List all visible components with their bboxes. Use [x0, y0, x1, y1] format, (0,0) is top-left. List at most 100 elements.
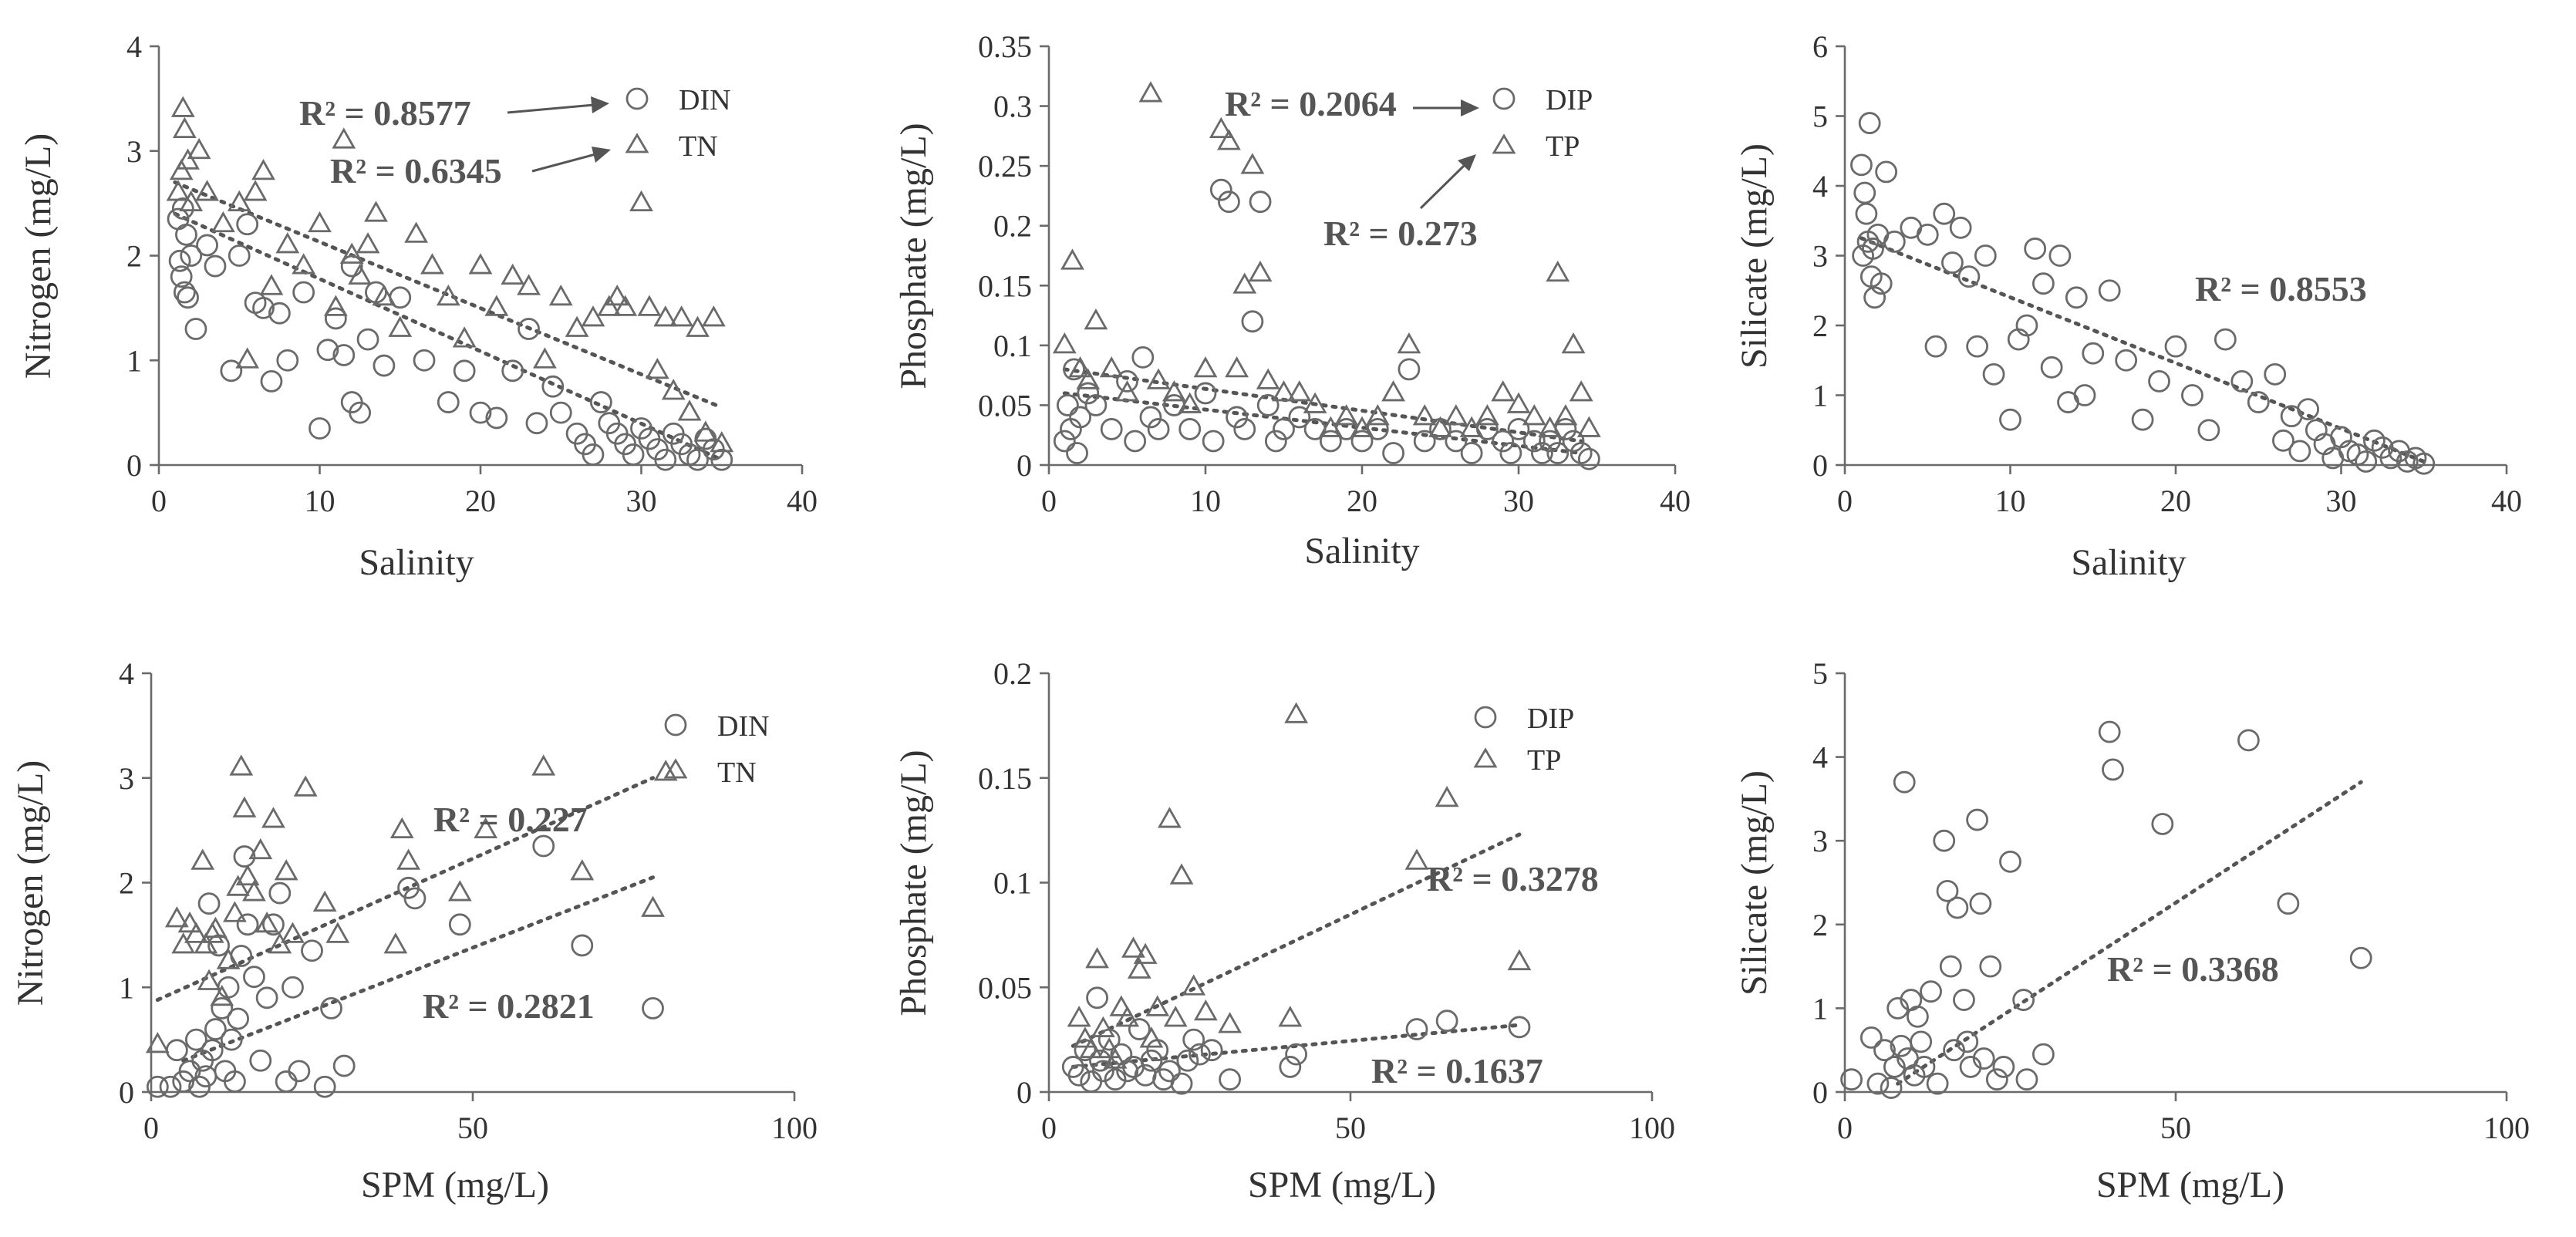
point-dip	[1219, 1068, 1241, 1091]
legend-label-dip: DIP	[1546, 84, 1593, 116]
x-tick-label: 0	[1041, 1111, 1057, 1145]
point-silicate	[2272, 429, 2294, 452]
y-tick-label: 0.35	[978, 29, 1032, 64]
point-tp	[1491, 380, 1516, 402]
point-silicate	[1969, 892, 1992, 915]
y-tick-label: 0.2	[993, 209, 1032, 244]
point-dip	[1413, 430, 1436, 453]
point-tn	[641, 895, 665, 917]
point-din	[268, 881, 292, 905]
point-silicate	[1936, 879, 1959, 902]
y-axis-label: Phosphate (mg/L)	[893, 123, 934, 389]
r2-label-tn: R² = 0.6345	[330, 151, 502, 190]
point-dip	[1131, 345, 1155, 369]
point-tp	[1334, 404, 1359, 426]
point-din	[288, 1060, 311, 1083]
r2-label-tn: R² = 0.227	[433, 800, 588, 839]
point-dip	[1086, 986, 1108, 1009]
point-din	[262, 913, 285, 936]
x-tick-label: 10	[1190, 484, 1221, 518]
point-tn	[581, 305, 605, 327]
point-din	[349, 401, 372, 424]
point-din	[204, 1018, 227, 1040]
point-dip	[1577, 447, 1600, 470]
point-tp	[1553, 404, 1578, 426]
legend-label-dip: DIP	[1527, 703, 1574, 735]
point-tn	[613, 295, 638, 316]
point-dip	[1226, 406, 1248, 429]
y-tick-label: 4	[1812, 169, 1828, 204]
point-din	[180, 244, 203, 267]
point-tn	[223, 901, 247, 922]
point-tn	[404, 221, 428, 243]
point-dip	[1053, 430, 1076, 453]
point-tp	[1365, 404, 1390, 426]
legend-label-tp: TP	[1527, 744, 1561, 777]
point-din	[201, 1039, 224, 1062]
point-din	[324, 307, 347, 330]
y-tick-label: 0	[1812, 1075, 1828, 1110]
point-silicate	[2349, 946, 2372, 969]
point-silicate	[2098, 279, 2121, 302]
y-tick-label: 2	[119, 866, 134, 901]
point-silicate	[1972, 1047, 1995, 1070]
point-silicate	[1941, 251, 1964, 274]
point-din	[276, 349, 299, 372]
trendline-din	[173, 211, 724, 462]
point-dip	[1350, 430, 1374, 453]
point-din	[255, 986, 278, 1009]
point-din	[642, 997, 664, 1020]
point-dip	[1147, 418, 1170, 440]
point-tn	[184, 922, 208, 943]
point-silicate	[2412, 452, 2436, 475]
legend-label-din: DIN	[717, 710, 770, 743]
point-din	[236, 913, 259, 936]
trendline-tp	[1062, 367, 1583, 443]
point-tp	[1412, 404, 1437, 426]
point-tp	[1319, 416, 1343, 437]
point-tn	[227, 190, 251, 212]
point-tp	[1350, 416, 1374, 437]
point-silicate	[1974, 244, 1997, 267]
point-din	[525, 412, 548, 435]
point-silicate	[1999, 408, 2021, 431]
point-din	[549, 401, 572, 424]
point-tn	[211, 211, 235, 233]
point-din	[168, 249, 191, 272]
point-tn	[169, 159, 194, 180]
r2-arrow-tn	[531, 147, 611, 173]
point-silicate	[2297, 398, 2320, 420]
trendline-silicate	[1859, 236, 2426, 463]
point-dip	[1084, 394, 1108, 416]
point-tn	[268, 932, 292, 954]
point-din	[177, 286, 199, 309]
point-din	[165, 1039, 188, 1062]
point-tn	[325, 922, 350, 943]
point-tn	[164, 906, 189, 928]
point-silicate	[1862, 238, 1884, 260]
y-tick-label: 0.1	[993, 329, 1032, 363]
point-silicate	[1880, 1077, 1903, 1099]
point-tp	[1428, 416, 1452, 437]
point-silicate	[2031, 1043, 2055, 1066]
point-tp	[1232, 272, 1257, 294]
trendline-tp	[1071, 832, 1522, 1048]
point-tn	[693, 420, 718, 442]
legend-triangle-icon	[663, 758, 688, 779]
point-din	[292, 281, 315, 304]
point-tp	[1278, 1006, 1303, 1027]
point-dip	[1539, 430, 1561, 453]
y-tick-label: 3	[1812, 239, 1828, 274]
legend: DIP TP	[1492, 84, 1593, 163]
point-tn	[170, 96, 195, 117]
point-tn	[275, 232, 300, 254]
point-tn	[195, 180, 219, 201]
legend: DIN TN	[625, 84, 731, 163]
point-tp	[1133, 942, 1158, 964]
point-tn	[308, 211, 332, 233]
point-tp	[1085, 947, 1109, 969]
point-dip	[1256, 394, 1280, 416]
point-din	[249, 1049, 272, 1072]
